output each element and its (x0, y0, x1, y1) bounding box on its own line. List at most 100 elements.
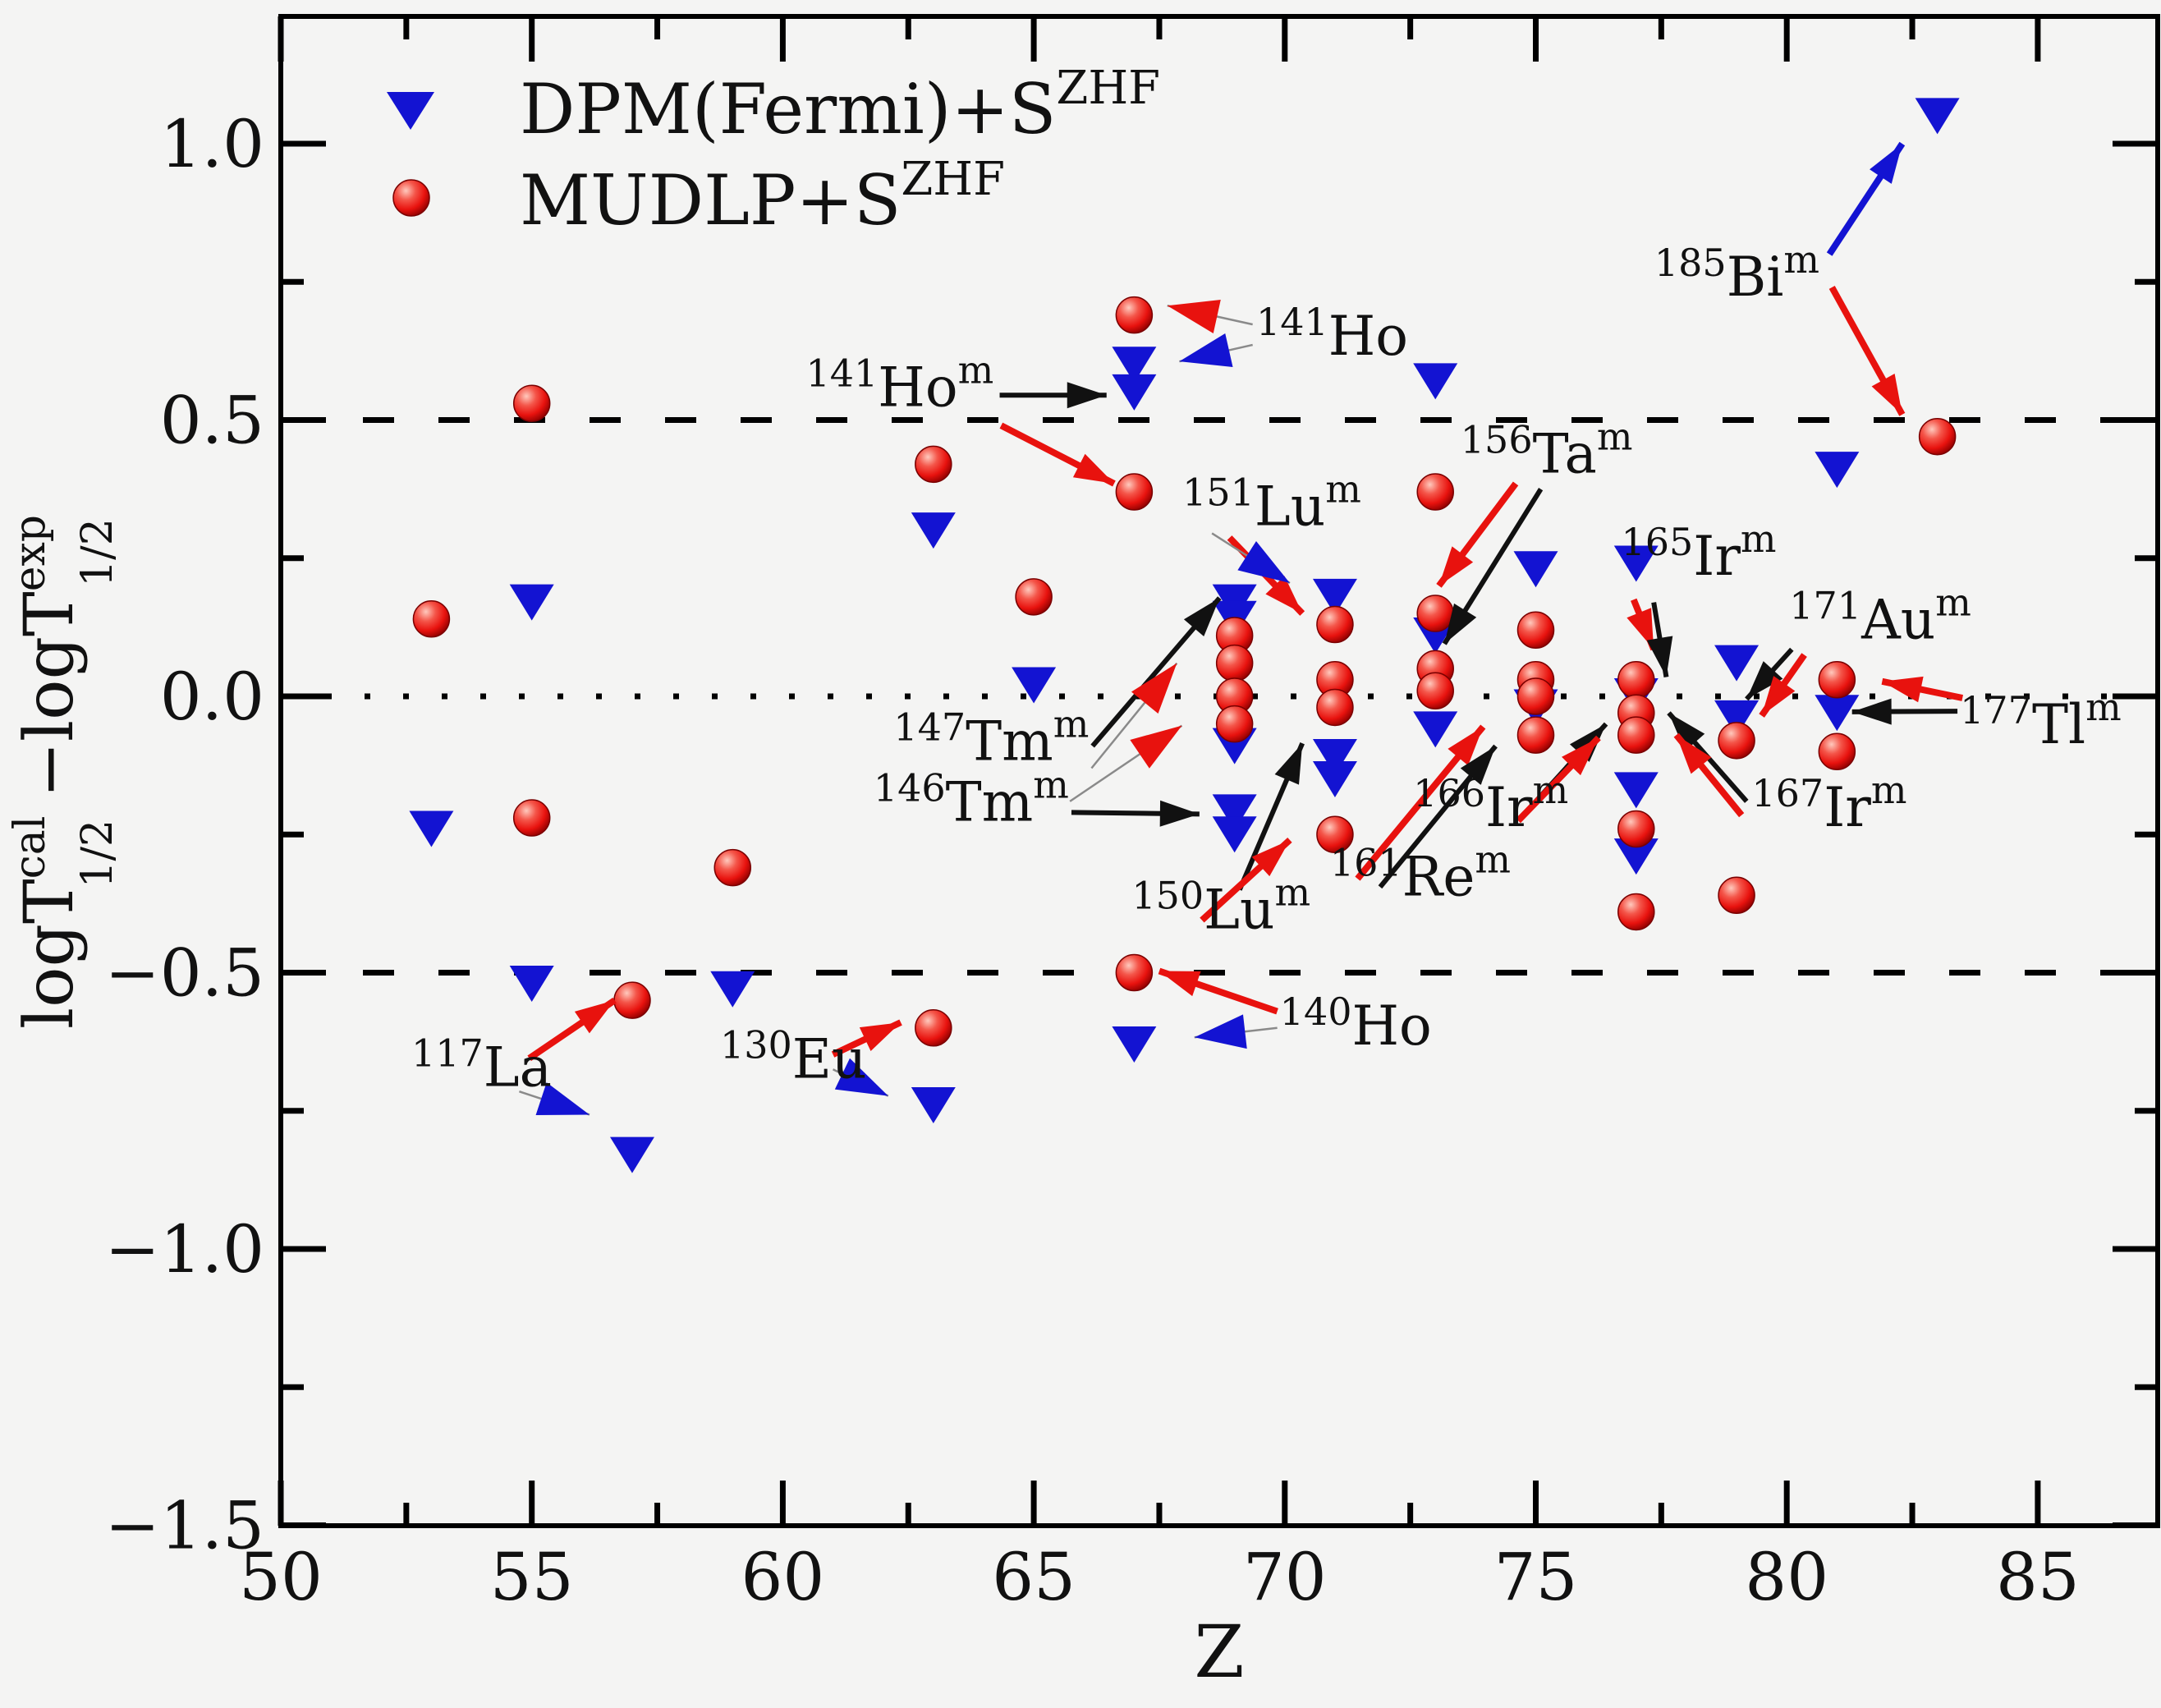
data-point-mudlp (412, 600, 451, 638)
legend-marker-dpm (387, 92, 434, 130)
annotation-arrow-pblue (519, 1082, 590, 1116)
data-point-dpm (1312, 760, 1357, 797)
annotation-arrow-pblue (832, 1058, 889, 1097)
data-point-mudlp (512, 799, 551, 837)
plot-border (278, 14, 2160, 1528)
data-point-dpm (1212, 794, 1257, 831)
data-point-dpm (1513, 551, 1558, 588)
y-tick-label: −1.5 (105, 1488, 264, 1564)
annotation-arrow-blue (1826, 141, 1906, 256)
annotation-arrow-black (1646, 602, 1673, 677)
data-point-mudlp (1718, 876, 1755, 915)
data-point-mudlp (1617, 661, 1655, 699)
data-point-mudlp (1115, 296, 1154, 334)
annotation-arrow-pblue (1194, 1014, 1278, 1049)
data-point-dpm (609, 1136, 654, 1173)
data-point-dpm (1815, 452, 1860, 489)
legend-label-dpm: DPM(Fermi)+SZHF (520, 62, 1160, 149)
x-tick-label: 85 (1996, 1539, 2080, 1615)
legend-marker-mudlp (392, 179, 430, 217)
data-point-mudlp (1115, 473, 1154, 511)
data-point-mudlp (1316, 605, 1354, 644)
data-point-dpm (1413, 363, 1458, 400)
data-point-mudlp (1416, 473, 1454, 511)
annotation-arrow-black (1071, 800, 1200, 827)
y-tick-label: 1.0 (160, 106, 264, 182)
data-point-mudlp (1617, 716, 1655, 754)
data-point-mudlp (1617, 810, 1655, 848)
data-point-dpm (1413, 711, 1458, 748)
nuclide-label-161Rem: 161Rem (1330, 837, 1511, 908)
data-point-mudlp (1215, 644, 1254, 682)
data-point-mudlp (1718, 722, 1755, 760)
annotation-arrow-red (999, 422, 1116, 487)
nuclide-label-130Eu: 130Eu (720, 1022, 867, 1090)
y-tick-label: −1.0 (105, 1211, 264, 1288)
data-point-mudlp (1617, 893, 1655, 931)
nuclide-label-167Irm: 167Irm (1751, 768, 1906, 839)
annotation-arrow-pred (1167, 300, 1253, 334)
data-point-mudlp (1516, 611, 1555, 649)
data-point-dpm (1312, 578, 1357, 615)
annotation-arrow-pblue (1179, 333, 1253, 367)
nuclide-label-141Hom: 141Hom (805, 348, 993, 420)
data-point-mudlp (915, 445, 952, 484)
nuclide-label-185Bim: 185Bim (1654, 237, 1819, 309)
annotation-arrow-red (831, 1019, 902, 1058)
data-point-mudlp (613, 981, 651, 1019)
data-point-mudlp (1316, 815, 1354, 853)
data-point-dpm (1212, 816, 1257, 853)
data-point-mudlp (915, 1009, 952, 1047)
annotation-arrow-red (1881, 676, 1963, 703)
annotation-arrow-pred (1069, 724, 1183, 802)
legend-label-mudlp: MUDLP+SZHF (520, 153, 1005, 241)
data-point-mudlp (1516, 716, 1555, 754)
x-tick-label: 70 (1243, 1539, 1327, 1615)
data-point-dpm (509, 965, 554, 1002)
x-tick-label: 80 (1745, 1539, 1828, 1615)
data-point-mudlp (1918, 417, 1957, 456)
annotation-arrow-red (1158, 967, 1278, 1015)
data-point-mudlp (1416, 672, 1454, 710)
data-point-dpm (710, 971, 755, 1008)
nuclide-label-151Lum: 151Lum (1182, 466, 1361, 538)
data-point-dpm (1714, 645, 1760, 682)
annotation-arrow-black (1745, 647, 1794, 701)
x-tick-label: 50 (239, 1539, 323, 1615)
data-point-dpm (1312, 739, 1357, 776)
annotation-arrow-red (1759, 653, 1807, 718)
annotation-arrow-black (1378, 744, 1498, 889)
annotation-arrow-red (1828, 286, 1906, 416)
nuclide-label-166Irm: 166Irm (1413, 768, 1568, 839)
nuclide-label-117La: 117La (411, 1031, 552, 1099)
data-point-dpm (509, 584, 554, 621)
data-point-dpm (911, 1087, 956, 1124)
data-point-mudlp (1818, 732, 1856, 771)
data-point-dpm (1613, 545, 1659, 582)
y-tick-label: −0.5 (105, 935, 264, 1012)
annotation-arrow-red (527, 997, 617, 1062)
nuclide-label-147Tmm: 147Tmm (893, 701, 1089, 773)
x-tick-label: 65 (992, 1539, 1076, 1615)
nuclide-label-146Tmm: 146Tmm (874, 762, 1069, 833)
annotation-arrow-red (1673, 732, 1745, 818)
data-point-dpm (911, 512, 956, 549)
x-axis-title: Z (1194, 1609, 1244, 1694)
data-point-dpm (1815, 695, 1860, 732)
nuclide-label-141Ho: 141Ho (1256, 300, 1408, 368)
data-point-mudlp (1115, 953, 1154, 992)
annotation-arrow-black (1851, 698, 1958, 725)
annotation-arrow-black (1090, 596, 1222, 748)
data-point-dpm (1012, 667, 1057, 704)
data-point-dpm (1112, 1026, 1157, 1063)
annotation-arrow-red (1436, 481, 1519, 588)
data-point-mudlp (713, 848, 752, 887)
data-point-mudlp (1215, 705, 1254, 743)
annotation-arrow-black (1442, 488, 1544, 645)
nuclide-label-165Irm: 165Irm (1621, 517, 1776, 588)
data-point-mudlp (1316, 688, 1354, 727)
annotation-arrow-pblue (1211, 532, 1291, 585)
annotation-arrow-pred (1090, 662, 1178, 769)
nuclide-label-177Tlm: 177Tlm (1960, 685, 2122, 756)
